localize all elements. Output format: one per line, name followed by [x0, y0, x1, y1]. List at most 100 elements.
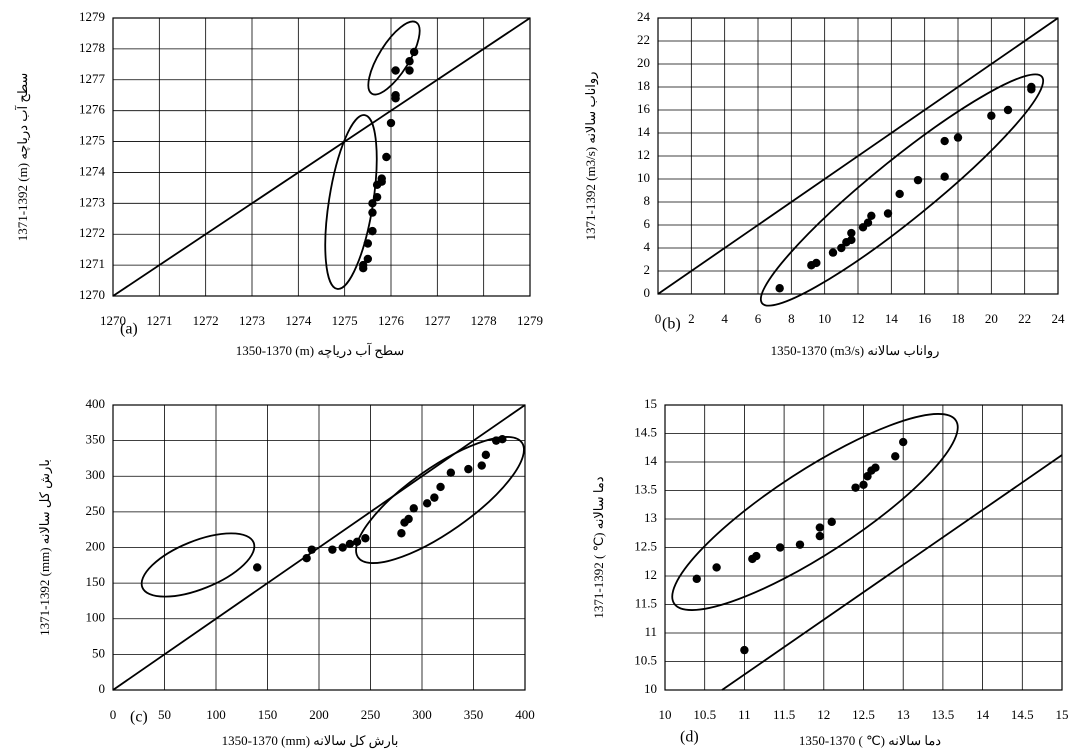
y-axis-label: 1371-1392 ( ℃) دما سالانه	[591, 476, 606, 618]
data-point	[352, 537, 362, 546]
y-tick-label: 150	[86, 574, 106, 589]
x-tick-label: 200	[309, 707, 329, 722]
y-tick-label: 12.5	[634, 538, 657, 553]
data-point	[345, 539, 355, 549]
data-point	[752, 551, 761, 561]
y-tick-label: 0	[99, 681, 106, 696]
x-tick-label: 8	[788, 311, 795, 326]
data-point	[1027, 82, 1036, 92]
x-tick-label: 1277	[424, 313, 451, 328]
y-tick-label: 15	[644, 396, 657, 411]
data-point	[827, 517, 836, 527]
data-point	[464, 464, 473, 474]
y-tick-label: 10	[637, 170, 650, 185]
x-tick-label: 2	[688, 311, 695, 326]
x-tick-label: 13	[897, 707, 910, 722]
data-point	[953, 133, 963, 142]
data-point	[891, 452, 900, 461]
data-point	[847, 228, 856, 238]
data-point	[477, 461, 486, 470]
y-tick-label: 1272	[79, 225, 105, 240]
data-point	[837, 243, 846, 253]
y-axis-label: 1371-1392 (m) سطح آب دریاچه	[14, 73, 31, 242]
data-point	[899, 437, 908, 447]
y-tick-label: 18	[637, 78, 650, 93]
data-point	[397, 529, 406, 538]
x-tick-label: 0	[655, 311, 662, 326]
x-tick-label: 20	[985, 311, 998, 326]
y-tick-label: 1279	[79, 9, 105, 24]
y-tick-label: 250	[86, 503, 106, 518]
y-tick-label: 6	[644, 216, 651, 231]
data-point	[405, 66, 414, 75]
x-tick-label: 1273	[239, 313, 265, 328]
y-tick-label: 14	[644, 453, 658, 468]
y-axis-label: 1371-1392 (m3/s) رواناب سالانه	[583, 72, 599, 241]
plot-frame	[112, 17, 531, 297]
data-point	[372, 192, 382, 202]
data-point	[851, 483, 860, 492]
y-tick-label: 24	[637, 9, 651, 24]
data-point	[883, 209, 893, 218]
y-tick-label: 1274	[79, 163, 106, 178]
data-point	[328, 545, 337, 554]
y-tick-label: 12	[644, 567, 657, 582]
data-point	[871, 463, 880, 472]
data-point	[368, 226, 377, 236]
x-tick-label: 13.5	[932, 707, 955, 722]
panel-label: (c)	[130, 709, 148, 726]
x-axis-label: 1350-1370 (mm) بارش کل سالانه	[222, 733, 399, 749]
y-tick-label: 1275	[79, 133, 105, 148]
x-tick-label: 0	[110, 707, 117, 722]
y-tick-label: 22	[637, 32, 650, 47]
x-tick-label: 50	[158, 707, 171, 722]
data-point	[391, 66, 400, 75]
x-tick-label: 16	[918, 311, 932, 326]
data-point	[481, 450, 491, 460]
data-point	[446, 468, 456, 477]
y-tick-label: 100	[86, 610, 106, 625]
y-tick-label: 2	[644, 262, 651, 277]
data-point	[359, 264, 368, 273]
y-tick-label: 50	[92, 645, 105, 660]
data-point	[815, 523, 825, 532]
x-tick-label: 150	[258, 707, 278, 722]
data-point	[409, 504, 418, 513]
y-tick-label: 1278	[79, 40, 105, 55]
data-point	[828, 248, 838, 257]
y-tick-label: 13.5	[634, 481, 657, 496]
x-tick-label: 22	[1018, 311, 1031, 326]
x-tick-label: 4	[721, 311, 728, 326]
data-point	[361, 534, 370, 543]
x-tick-label: 250	[361, 707, 381, 722]
cluster-ellipse	[671, 413, 959, 611]
data-point	[913, 175, 923, 185]
x-tick-label: 10	[659, 707, 672, 722]
x-tick-label: 14	[976, 707, 990, 722]
plot-frame	[664, 404, 1063, 691]
x-tick-label: 6	[755, 311, 762, 326]
data-point	[405, 57, 414, 66]
y-tick-label: 1276	[79, 102, 106, 117]
data-point	[372, 180, 382, 189]
x-tick-label: 1279	[517, 313, 543, 328]
x-axis-label: 1350-1370 (m) سطح آب دریاچه	[236, 342, 405, 359]
x-tick-label: 18	[952, 311, 965, 326]
data-point	[740, 645, 749, 655]
x-tick-label: 12	[817, 707, 830, 722]
reference-line	[657, 17, 1059, 295]
x-tick-label: 12	[852, 311, 865, 326]
y-tick-label: 400	[86, 396, 106, 411]
x-tick-label: 1276	[378, 313, 405, 328]
data-point	[430, 493, 439, 502]
y-tick-label: 4	[644, 239, 651, 254]
data-point	[409, 47, 419, 57]
data-point	[940, 172, 949, 181]
x-tick-label: 14.5	[1011, 707, 1034, 722]
data-point	[368, 208, 377, 217]
x-tick-label: 1271	[146, 313, 172, 328]
data-point	[253, 563, 262, 572]
cluster-ellipse	[759, 73, 1045, 307]
x-tick-label: 12.5	[852, 707, 875, 722]
